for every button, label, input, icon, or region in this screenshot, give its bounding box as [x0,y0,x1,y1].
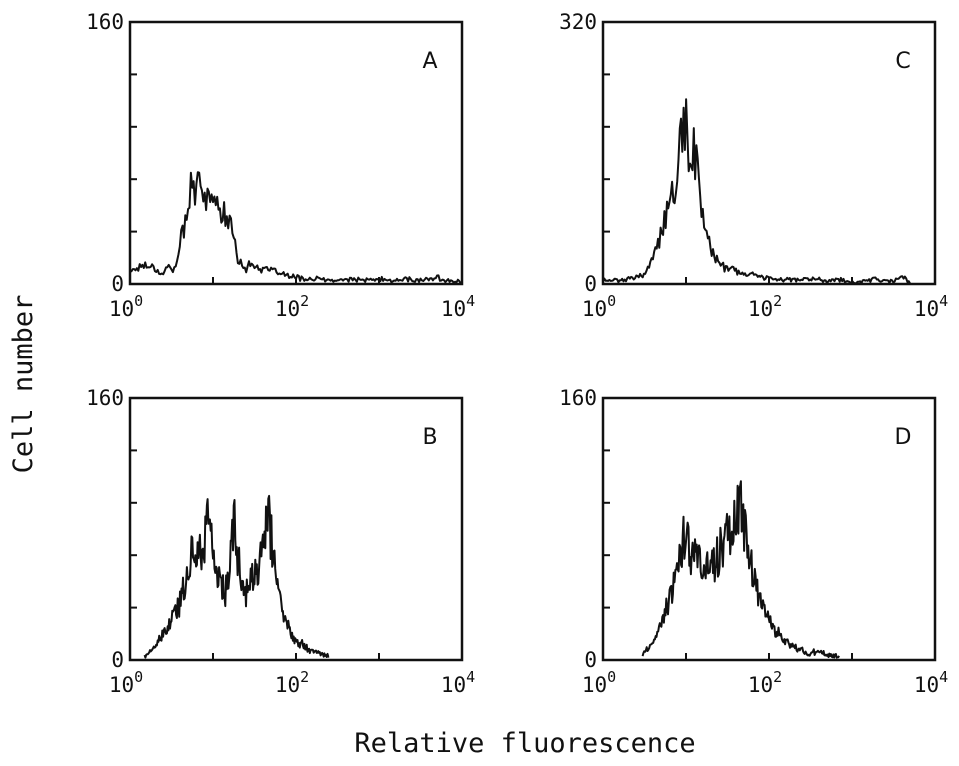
panel-c-letter: C [895,49,910,74]
panel-d-letter: D [895,425,912,450]
panel-c-x-tick-label: 104 [914,292,948,321]
panel-d-y-min-label: 0 [584,648,597,672]
panel-c-frame [601,20,937,286]
panel-b-x-tick-label: 104 [441,668,475,697]
y-axis-title: Cell number [8,295,39,474]
panel-a-histogram [129,171,463,285]
panel-d-x-tick-label: 100 [582,668,616,697]
panel-c-x-tick-label: 100 [582,292,616,321]
panel-d-x-tick-label: 102 [748,668,782,697]
panel-c-y-max-label: 320 [559,10,597,34]
panel-b-y-max-label: 160 [86,386,124,410]
panel-c-histogram [602,98,911,285]
panel-c-x-tick-label: 102 [748,292,782,321]
panel-b-histogram [143,494,330,659]
panel-a-x-tick-label: 100 [109,292,143,321]
panel-d-x-tick-label: 104 [914,668,948,697]
panel-d-histogram [641,480,840,659]
panel-a-x-tick-label: 102 [275,292,309,321]
panel-b-x-tick-label: 102 [275,668,309,697]
panel-a-x-tick-label: 104 [441,292,475,321]
panel-b-letter: B [422,425,437,450]
x-axis-title: Relative fluorescence [354,728,695,759]
panel-a-y-max-label: 160 [86,10,124,34]
panel-c-y-min-label: 0 [584,272,597,296]
panel-b-y-min-label: 0 [111,648,124,672]
panel-a-letter: A [422,49,437,74]
panel-b-x-tick-label: 100 [109,668,143,697]
panel-b-frame [128,396,464,662]
panel-d-y-max-label: 160 [559,386,597,410]
panel-a-y-min-label: 0 [111,272,124,296]
